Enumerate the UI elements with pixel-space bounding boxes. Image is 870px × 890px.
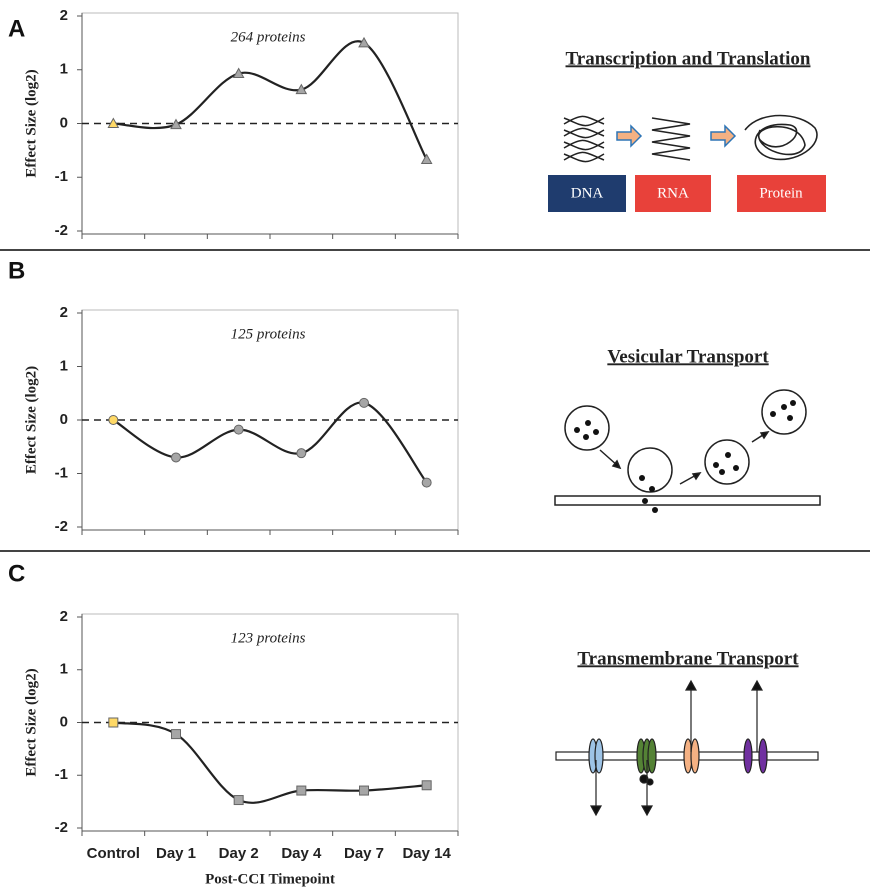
x-tick-label: Control (87, 845, 140, 862)
x-tick-label: Day 14 (402, 845, 451, 862)
series-line (112, 401, 428, 484)
y-tick-label: 0 (60, 114, 68, 131)
diagram-label: Protein (759, 185, 803, 201)
y-axis-title: Effect Size (log2) (23, 668, 39, 776)
series-line (113, 40, 428, 161)
panel-letter: B (8, 257, 25, 284)
panel-letter: C (8, 560, 25, 587)
x-tick-label: Day 2 (219, 845, 259, 862)
marker (421, 780, 432, 791)
marker (421, 477, 432, 488)
protein-coil (744, 114, 818, 161)
arrow (616, 124, 643, 148)
diagram-label: RNA (657, 185, 689, 201)
y-tick-label: -2 (55, 222, 68, 239)
y-axis-title: Effect Size (log2) (23, 366, 39, 474)
y-tick-label: -1 (55, 168, 68, 185)
marker (233, 424, 244, 435)
dna-helix (563, 115, 605, 163)
y-tick-label: 0 (60, 411, 68, 428)
marker (296, 785, 307, 796)
x-axis-title: Post-CCI Timepoint (205, 871, 335, 887)
y-tick-label: 2 (60, 7, 68, 24)
y-tick-label: 1 (60, 661, 68, 678)
rna-box (635, 175, 711, 212)
marker (295, 83, 308, 95)
rna-strand (651, 117, 691, 161)
y-axis-title: Effect Size (log2) (23, 69, 39, 177)
marker (107, 117, 120, 128)
dna-box (548, 175, 626, 212)
y-tick-label: 1 (60, 61, 68, 78)
y-tick-label: 2 (60, 608, 68, 625)
series-line (113, 721, 427, 804)
marker (233, 795, 244, 806)
x-tick-label: Day 4 (281, 845, 322, 862)
vesicle-diagram (554, 389, 821, 513)
marker (232, 67, 245, 79)
marker (359, 785, 369, 796)
marker (171, 452, 181, 463)
protein-box (737, 175, 826, 212)
diagram-title: Transcription and Translation (566, 48, 811, 69)
marker (108, 717, 119, 728)
annotation: 125 proteins (231, 326, 306, 342)
plot-area (81, 12, 459, 235)
annotation: 123 proteins (231, 630, 306, 646)
diagram-title: Vesicular Transport (607, 346, 769, 367)
marker (108, 415, 119, 425)
marker (420, 153, 433, 165)
marker (358, 36, 370, 48)
y-tick-label: -1 (55, 464, 68, 481)
diagram-label: DNA (571, 185, 604, 201)
marker (296, 448, 307, 459)
x-tick-label: Day 7 (344, 845, 384, 862)
y-tick-label: -2 (55, 518, 68, 535)
marker (170, 118, 182, 130)
membrane-diagram (555, 679, 819, 817)
diagram-title: Transmembrane Transport (577, 648, 799, 669)
y-tick-label: -2 (55, 819, 68, 836)
y-tick-label: 1 (60, 357, 68, 374)
annotation: 264 proteins (231, 29, 306, 45)
plot-area (81, 309, 459, 531)
panel-letter: A (8, 15, 25, 42)
marker (359, 397, 369, 408)
marker (171, 729, 181, 740)
y-tick-label: 2 (60, 304, 68, 321)
y-tick-label: 0 (60, 713, 68, 730)
y-tick-label: -1 (55, 766, 68, 783)
x-tick-label: Day 1 (156, 845, 196, 862)
arrow (710, 124, 737, 148)
